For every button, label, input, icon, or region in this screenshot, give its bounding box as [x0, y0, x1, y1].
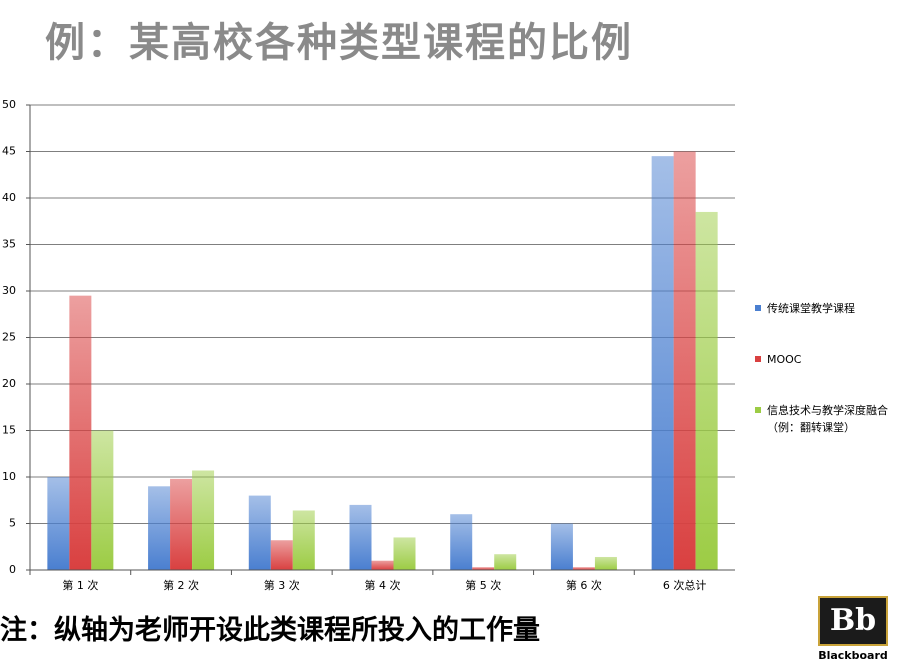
y-tick-label: 40 [2, 191, 16, 204]
bar [695, 211, 718, 570]
bar [651, 156, 674, 570]
logo-mark: Bb [818, 596, 888, 646]
bar [248, 495, 271, 570]
bar [594, 556, 617, 570]
bar [148, 486, 171, 570]
logo: Bb Blackboard [818, 596, 888, 662]
bar [349, 504, 372, 570]
bar [572, 567, 595, 570]
y-tick-label: 35 [2, 238, 16, 251]
bar [47, 477, 70, 570]
legend-label: 信息技术与教学深度融合（例：翻转课堂） [767, 404, 888, 434]
x-tick-label: 第 2 次 [163, 578, 199, 592]
legend-item: 传统课堂教学课程 [755, 300, 895, 317]
legend: 传统课堂教学课程 MOOC 信息技术与教学深度融合（例：翻转课堂） [755, 300, 895, 470]
note: 注：纵轴为老师开设此类课程所投入的工作量 [0, 615, 540, 646]
bar [550, 523, 573, 570]
legend-item: 信息技术与教学深度融合（例：翻转课堂） [755, 402, 895, 436]
x-tick-label: 第 5 次 [465, 578, 501, 592]
x-tick-label: 第 1 次 [62, 578, 98, 592]
bar [494, 554, 517, 570]
y-tick-label: 0 [9, 563, 16, 576]
bar [91, 430, 114, 570]
bar [450, 514, 473, 570]
legend-label: MOOC [767, 353, 802, 366]
legend-swatch [755, 305, 761, 311]
bar [472, 567, 495, 570]
y-tick-label: 30 [2, 284, 16, 297]
logo-brand: Blackboard [818, 649, 888, 662]
x-tick-label: 第 6 次 [566, 578, 602, 592]
y-tick-label: 10 [2, 470, 16, 483]
bar [371, 560, 394, 570]
slide-title: 例：某高校各种类型课程的比例 [45, 20, 633, 66]
bar [270, 540, 293, 570]
y-tick-label: 50 [2, 98, 16, 111]
y-tick-label: 20 [2, 377, 16, 390]
x-tick-label: 第 4 次 [365, 578, 401, 592]
y-tick-label: 45 [2, 145, 16, 158]
y-tick-label: 5 [9, 517, 16, 530]
y-tick-label: 15 [2, 424, 16, 437]
bar [673, 151, 696, 570]
legend-swatch [755, 356, 761, 362]
legend-swatch [755, 407, 761, 413]
x-tick-label: 6 次总计 [663, 578, 707, 592]
bar [170, 478, 193, 570]
legend-label: 传统课堂教学课程 [767, 302, 855, 315]
y-tick-label: 25 [2, 331, 16, 344]
bar [292, 510, 315, 570]
x-tick-label: 第 3 次 [264, 578, 300, 592]
bar [69, 295, 92, 570]
legend-item: MOOC [755, 351, 895, 368]
bar [393, 537, 416, 570]
bar [192, 470, 215, 570]
